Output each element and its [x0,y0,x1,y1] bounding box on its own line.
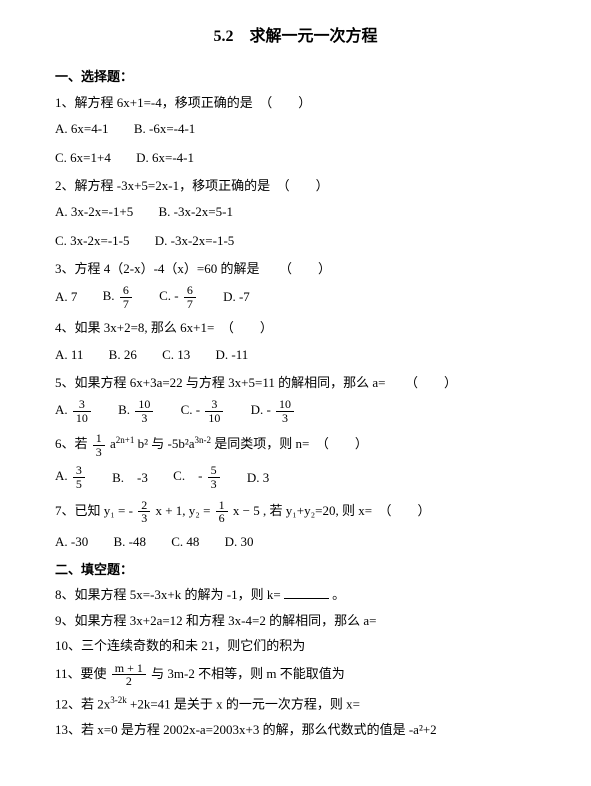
q5d-label: D. - [251,402,271,417]
q6-frac1: 13 [93,432,105,458]
question-7: 7、已知 y₁ = - 23 x + 1, y₂ = 16 x − 5 , 若 … [55,499,536,525]
question-10: 10、三个连续奇数的和未 21，则它们的积为 [55,636,536,656]
q2-opt-d: D. -3x-2x=-1-5 [155,231,235,251]
q2-opt-c: C. 3x-2x=-1-5 [55,231,130,251]
q3-opt-c: C. - 67 [159,284,198,310]
q3c-frac: 67 [184,284,196,310]
q6c-frac: 53 [208,464,220,490]
q3c-label: C. - [159,288,179,303]
q6a-label: A. [55,468,68,483]
q7-frac2: 16 [216,499,228,525]
q7-pre: 7、已知 y₁ = - [55,503,133,518]
q5a-frac: 310 [73,398,91,424]
q5b-frac: 103 [135,398,153,424]
q7-opt-c: C. 48 [171,532,199,552]
q6-mid2: b² 与 -5b²a [138,436,195,451]
q2-opt-a: A. 3x-2x=-1+5 [55,202,133,222]
q1-opt-a: A. 6x=4-1 [55,119,109,139]
q3-opt-a: A. 7 [55,287,77,307]
worksheet-page: 5.2 求解一元一次方程 一、选择题： 1、解方程 6x+1=-4，移项正确的是… [0,0,591,786]
q7-opt-a: A. -30 [55,532,88,552]
q5-opt-c: C. - 310 [181,398,226,424]
question-7-options: A. -30 B. -48 C. 48 D. 30 [55,531,536,552]
question-4: 4、如果 3x+2=8, 那么 6x+1= （ ） [55,318,536,338]
q4-opt-a: A. 11 [55,345,83,365]
q4-opt-d: D. -11 [216,345,249,365]
q4-opt-c: C. 13 [162,345,190,365]
q1-opt-d: D. 6x=-4-1 [136,148,194,168]
q11-frac: m + 12 [112,662,146,688]
q12-pre: 12、若 2x [55,696,110,711]
question-1-options-2: C. 6x=1+4 D. 6x=-4-1 [55,147,536,168]
q7-opt-b: B. -48 [113,532,146,552]
question-6-options: A. 35 B. -3 C. - 53 D. 3 [55,464,536,490]
question-5-options: A. 310 B. 103 C. - 310 D. - 103 [55,398,536,424]
q4-opt-b: B. 26 [109,345,137,365]
q7-post: x − 5 , 若 y₁+y₂=20, 则 x= （ ） [233,503,431,518]
question-3-options: A. 7 B. 67 C. - 67 D. -7 [55,284,536,310]
q8-pre: 8、如果方程 5x=-3x+k 的解为 -1，则 k= [55,587,284,602]
q1-opt-b: B. -6x=-4-1 [134,119,196,139]
q12-sup: 3-2k [110,695,127,705]
q6-opt-b: B. -3 [112,468,148,488]
question-3: 3、方程 4（2-x）-4（x）=60 的解是 （ ） [55,259,536,279]
question-12: 12、若 2x3-2k +2k=41 是关于 x 的一元一次方程，则 x= [55,694,536,714]
q5a-label: A. [55,402,68,417]
q11-pre: 11、要使 [55,666,107,681]
question-2: 2、解方程 -3x+5=2x-1，移项正确的是 （ ） [55,176,536,196]
question-1: 1、解方程 6x+1=-4，移项正确的是 （ ） [55,93,536,113]
question-6: 6、若 13 a2n+1 b² 与 -5b²a3n-2 是同类项，则 n= （ … [55,432,536,458]
q6-opt-d: D. 3 [247,468,269,488]
q3b-label: B. [103,288,115,303]
q5c-frac: 310 [205,398,223,424]
question-8: 8、如果方程 5x=-3x+k 的解为 -1，则 k= 。 [55,585,536,605]
question-2-options-2: C. 3x-2x=-1-5 D. -3x-2x=-1-5 [55,230,536,251]
q6c-label: C. - [173,468,202,483]
q7-frac1: 23 [138,499,150,525]
q11-post: 与 3m-2 不相等，则 m 不能取值为 [151,666,345,681]
section-1-heading: 一、选择题： [55,67,536,87]
q5-opt-a: A. 310 [55,398,93,424]
q8-post: 。 [332,587,345,602]
q6-sup2: 3n-2 [195,435,212,445]
q1-opt-c: C. 6x=1+4 [55,148,111,168]
q7-opt-d: D. 30 [225,532,254,552]
q3-opt-d: D. -7 [223,287,250,307]
q5d-frac: 103 [276,398,294,424]
q8-blank [284,586,329,599]
q5-opt-d: D. - 103 [251,398,296,424]
q7-mid1: x + 1, y₂ = [155,503,210,518]
question-4-options: A. 11 B. 26 C. 13 D. -11 [55,344,536,365]
question-9: 9、如果方程 3x+2a=12 和方程 3x-4=2 的解相同，那么 a= [55,611,536,631]
q6a-frac: 35 [73,464,85,490]
section-2-heading: 二、填空题： [55,560,536,580]
q3b-frac: 67 [120,284,132,310]
question-2-options: A. 3x-2x=-1+5 B. -3x-2x=5-1 [55,201,536,222]
page-title: 5.2 求解一元一次方程 [55,25,536,49]
question-11: 11、要使 m + 12 与 3m-2 不相等，则 m 不能取值为 [55,662,536,688]
q6-opt-a: A. 35 [55,464,87,490]
q3-opt-b: B. 67 [103,284,134,310]
q6-opt-c: C. - 53 [173,464,222,490]
q5-opt-b: B. 103 [118,398,155,424]
q6-pre: 6、若 [55,436,88,451]
question-1-options: A. 6x=4-1 B. -6x=-4-1 [55,118,536,139]
q6-sup1: 2n+1 [116,435,135,445]
q12-post: +2k=41 是关于 x 的一元一次方程，则 x= [130,696,360,711]
q5b-label: B. [118,402,130,417]
q5c-label: C. - [181,402,201,417]
q2-opt-b: B. -3x-2x=5-1 [158,202,233,222]
q6-post: 是同类项，则 n= （ ） [214,436,368,451]
question-13: 13、若 x=0 是方程 2002x-a=2003x+3 的解，那么代数式的值是… [55,720,536,740]
question-5: 5、如果方程 6x+3a=22 与方程 3x+5=11 的解相同，那么 a= （… [55,373,536,393]
